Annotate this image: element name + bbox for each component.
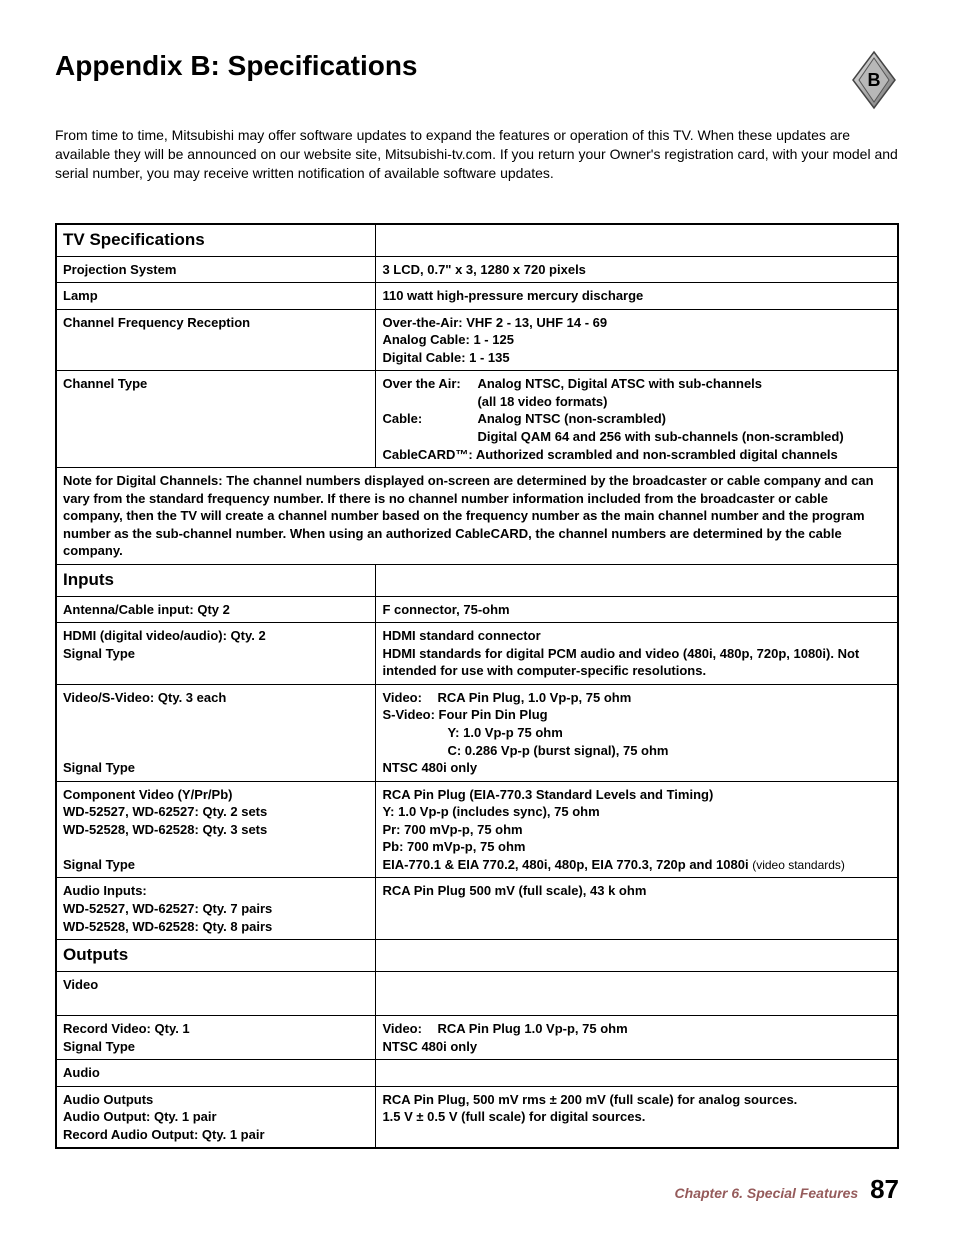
specifications-table: TV Specifications Projection System 3 LC…: [55, 223, 899, 1150]
row-antenna-value: F connector, 75-ohm: [376, 596, 898, 623]
footer-page-number: 87: [870, 1174, 899, 1204]
empty-cell: [376, 564, 898, 596]
comp-l3: WD-52528, WD-62528: Qty. 3 sets: [63, 821, 369, 839]
intro-paragraph: From time to time, Mitsubishi may offer …: [55, 126, 899, 183]
hdmi-r2: HDMI standards for digital PCM audio and…: [382, 645, 891, 680]
page-footer: Chapter 6. Special Features 87: [675, 1174, 899, 1205]
ct-cable-value2: Digital QAM 64 and 256 with sub-channels…: [382, 428, 891, 446]
vsv-video-label: Video:: [382, 689, 437, 707]
ain-l2: WD-52527, WD-62527: Qty. 7 pairs: [63, 900, 369, 918]
vsv-l2: Signal Type: [63, 759, 369, 777]
row-rec-label: Record Video: Qty. 1 Signal Type: [56, 1016, 376, 1060]
vsv-l1: Video/S-Video: Qty. 3 each: [63, 689, 369, 707]
empty-cell: [376, 1060, 898, 1087]
row-ain-label: Audio Inputs: WD-52527, WD-62527: Qty. 7…: [56, 878, 376, 940]
comp-r1: RCA Pin Plug (EIA-770.3 Standard Levels …: [382, 786, 891, 804]
comp-r3: Pr: 700 mVp-p, 75 ohm: [382, 821, 891, 839]
row-cfr-label: Channel Frequency Reception: [56, 309, 376, 371]
ct-ota-value: Analog NTSC, Digital ATSC with sub-chann…: [477, 376, 762, 391]
comp-r2: Y: 1.0 Vp-p (includes sync), 75 ohm: [382, 803, 891, 821]
row-comp-label: Component Video (Y/Pr/Pb) WD-52527, WD-6…: [56, 781, 376, 878]
section-inputs: Inputs: [56, 564, 376, 596]
row-lamp-value: 110 watt high-pressure mercury discharge: [376, 283, 898, 310]
row-comp-value: RCA Pin Plug (EIA-770.3 Standard Levels …: [376, 781, 898, 878]
empty-cell: [376, 971, 898, 1015]
row-audio-label: Audio: [56, 1060, 376, 1087]
aout-l1: Audio Outputs: [63, 1091, 369, 1109]
ct-ota-label: Over the Air:: [382, 375, 477, 393]
hdmi-l2: Signal Type: [63, 645, 369, 663]
row-cfr-value: Over-the-Air: VHF 2 - 13, UHF 14 - 69 An…: [376, 309, 898, 371]
rec-video-label: Video:: [382, 1020, 437, 1038]
cfr-line1: Over-the-Air: VHF 2 - 13, UHF 14 - 69: [382, 314, 891, 332]
ain-l3: WD-52528, WD-62528: Qty. 8 pairs: [63, 918, 369, 936]
cfr-line3: Digital Cable: 1 - 135: [382, 349, 891, 367]
aout-l2: Audio Output: Qty. 1 pair: [63, 1108, 369, 1126]
rec-video-val: RCA Pin Plug 1.0 Vp-p, 75 ohm: [437, 1021, 627, 1036]
footer-chapter: Chapter 6. Special Features: [675, 1185, 859, 1201]
ct-cable-value1: Analog NTSC (non-scrambled): [477, 411, 666, 426]
comp-r5a: EIA-770.1 & EIA 770.2, 480i, 480p, EIA 7…: [382, 857, 752, 872]
row-ct-value: Over the Air:Analog NTSC, Digital ATSC w…: [376, 371, 898, 468]
row-lamp-label: Lamp: [56, 283, 376, 310]
comp-l4: Signal Type: [63, 856, 369, 874]
row-projection-label: Projection System: [56, 256, 376, 283]
vsv-ntsc: NTSC 480i only: [382, 759, 891, 777]
empty-cell: [376, 940, 898, 972]
hdmi-r1: HDMI standard connector: [382, 627, 891, 645]
row-ain-value: RCA Pin Plug 500 mV (full scale), 43 k o…: [376, 878, 898, 940]
aout-l3: Record Audio Output: Qty. 1 pair: [63, 1126, 369, 1144]
vsv-c: C: 0.286 Vp-p (burst signal), 75 ohm: [382, 742, 891, 760]
comp-r5b: (video standards): [752, 858, 845, 872]
section-outputs: Outputs: [56, 940, 376, 972]
row-antenna-label: Antenna/Cable input: Qty 2: [56, 596, 376, 623]
rec-l2: Signal Type: [63, 1038, 369, 1056]
row-rec-value: Video:RCA Pin Plug 1.0 Vp-p, 75 ohm NTSC…: [376, 1016, 898, 1060]
comp-l1: Component Video (Y/Pr/Pb): [63, 786, 369, 804]
ain-l1: Audio Inputs:: [63, 882, 369, 900]
section-tv-specs: TV Specifications: [56, 224, 376, 256]
row-video-label: Video: [56, 971, 376, 1015]
comp-r4: Pb: 700 mVp-p, 75 ohm: [382, 838, 891, 856]
cfr-line2: Analog Cable: 1 - 125: [382, 331, 891, 349]
row-hdmi-value: HDMI standard connector HDMI standards f…: [376, 623, 898, 685]
row-vsv-value: Video:RCA Pin Plug, 1.0 Vp-p, 75 ohm S-V…: [376, 684, 898, 781]
rec-l1: Record Video: Qty. 1: [63, 1020, 369, 1038]
row-vsv-label: Video/S-Video: Qty. 3 each Signal Type: [56, 684, 376, 781]
ct-ota-formats: (all 18 video formats): [382, 393, 891, 411]
aout-r2: 1.5 V ± 0.5 V (full scale) for digital s…: [382, 1108, 891, 1126]
row-ct-label: Channel Type: [56, 371, 376, 468]
row-aout-value: RCA Pin Plug, 500 mV rms ± 200 mV (full …: [376, 1086, 898, 1148]
ct-cablecard: CableCARD™: Authorized scrambled and non…: [382, 446, 891, 464]
comp-l2: WD-52527, WD-62527: Qty. 2 sets: [63, 803, 369, 821]
ct-cable-label: Cable:: [382, 410, 477, 428]
page-title: Appendix B: Specifications: [55, 50, 418, 82]
row-hdmi-label: HDMI (digital video/audio): Qty. 2 Signa…: [56, 623, 376, 685]
hdmi-l1: HDMI (digital video/audio): Qty. 2: [63, 627, 369, 645]
vsv-video-val: RCA Pin Plug, 1.0 Vp-p, 75 ohm: [437, 690, 631, 705]
vsv-y: Y: 1.0 Vp-p 75 ohm: [382, 724, 891, 742]
empty-cell: [376, 224, 898, 256]
rec-ntsc: NTSC 480i only: [382, 1038, 891, 1056]
appendix-badge-icon: B: [849, 50, 899, 110]
aout-r1: RCA Pin Plug, 500 mV rms ± 200 mV (full …: [382, 1091, 891, 1109]
row-aout-label: Audio Outputs Audio Output: Qty. 1 pair …: [56, 1086, 376, 1148]
badge-letter: B: [868, 70, 881, 90]
row-projection-value: 3 LCD, 0.7" x 3, 1280 x 720 pixels: [376, 256, 898, 283]
digital-channels-note: Note for Digital Channels: The channel n…: [56, 468, 898, 565]
vsv-svideo: S-Video: Four Pin Din Plug: [382, 706, 891, 724]
